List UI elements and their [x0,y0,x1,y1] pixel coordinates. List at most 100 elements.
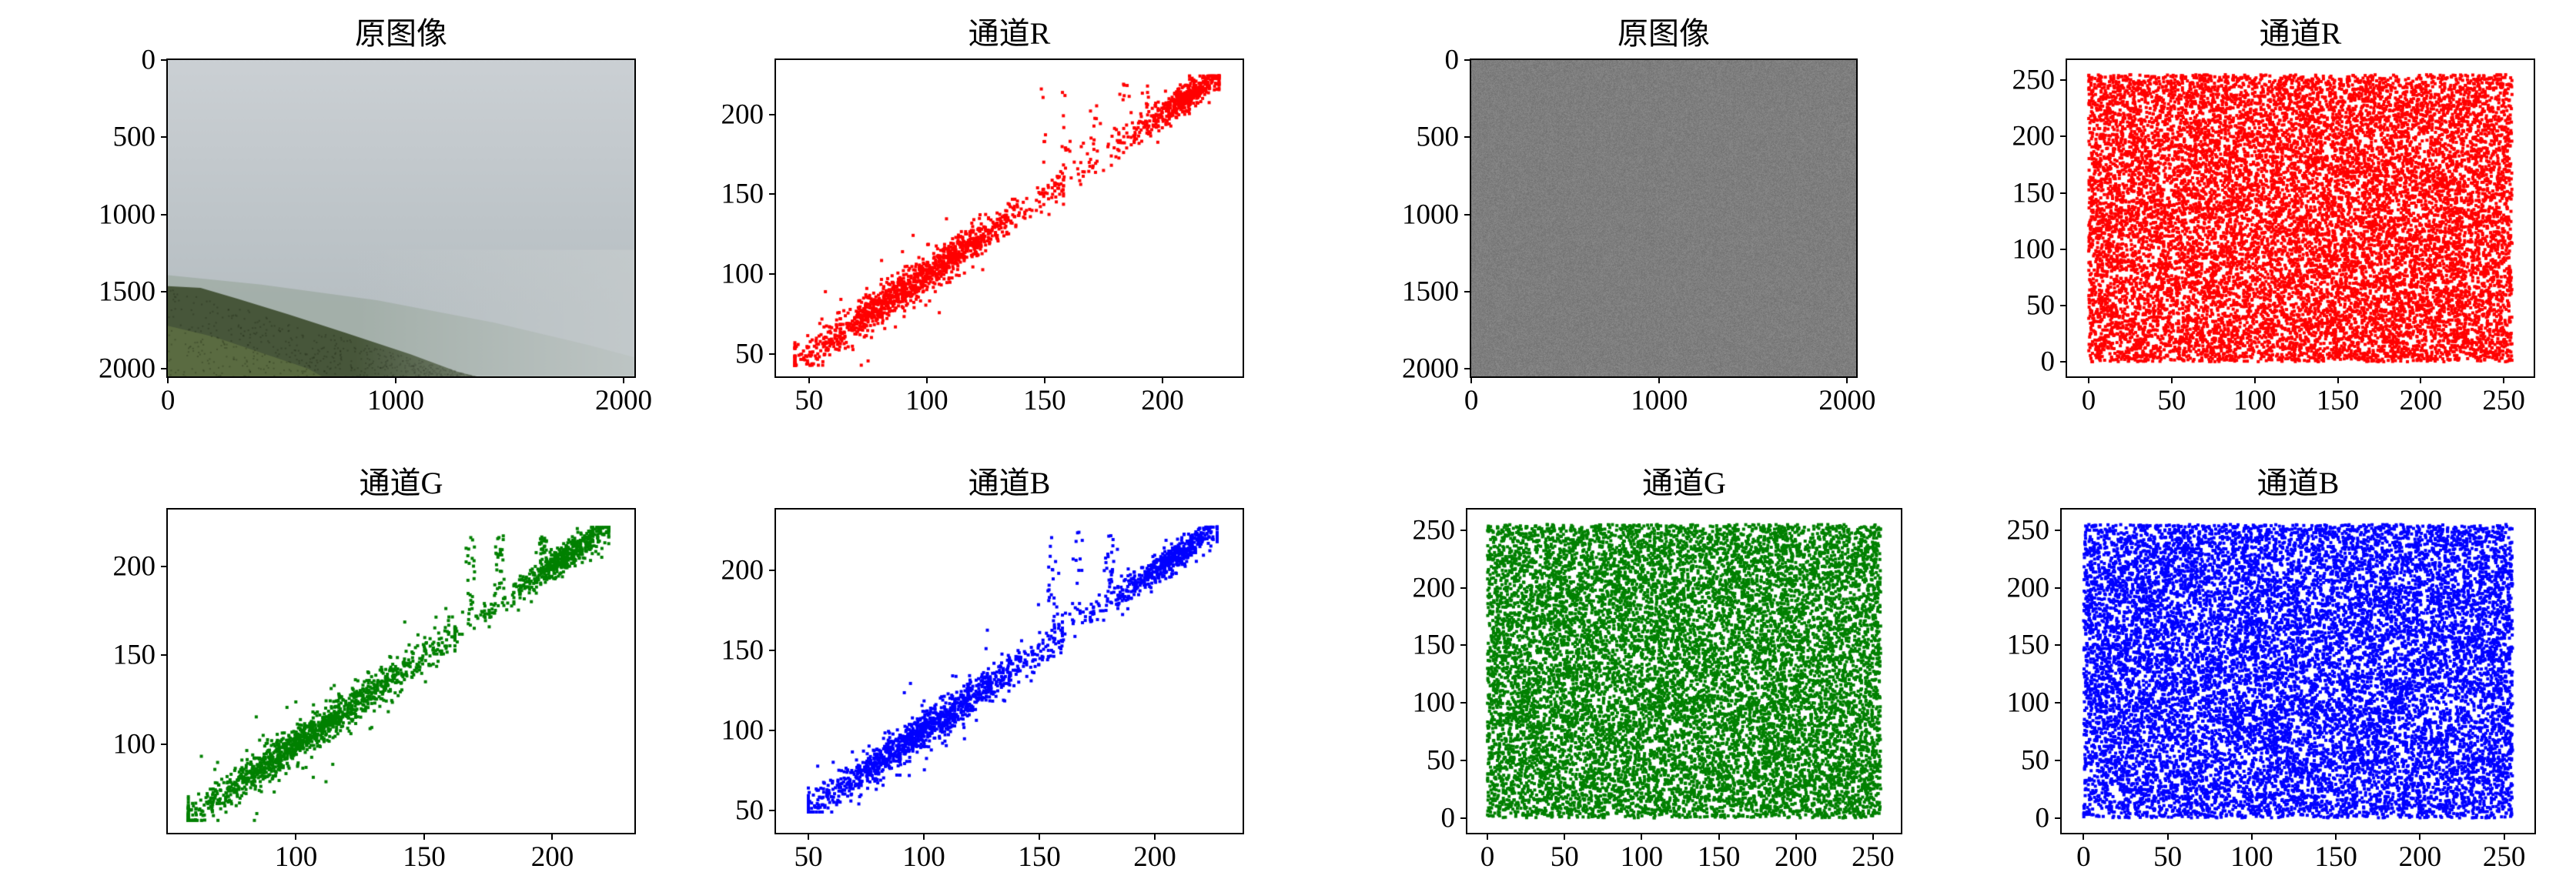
x-tick-mark [1658,376,1661,383]
x-tick-mark [1154,833,1156,840]
y-tick-label: 50 [735,794,764,827]
y-tick-label: 2000 [1402,353,1459,385]
y-tick-label: 100 [2006,687,2050,719]
x-tick-mark [2419,833,2421,840]
x-tick-mark [2170,376,2173,383]
noise-image-canvas [1471,60,1856,376]
y-tick-label: 150 [2006,629,2050,661]
y-tick-mark [1460,702,1467,704]
y-tick-label: 150 [2012,177,2056,209]
x-tick-label: 2000 [594,385,652,416]
x-tick-label: 150 [1018,841,1061,873]
y-tick-mark [1460,817,1467,819]
y-tick-label: 150 [721,634,764,667]
x-tick-label: 100 [905,385,948,416]
x-tick-mark [1564,833,1566,840]
x-tick-label: 200 [1775,841,1818,873]
y-tick-mark [1464,291,1471,293]
x-tick-mark [2337,376,2339,383]
x-tick-label: 0 [2076,841,2091,873]
y-tick-label: 0 [1440,802,1456,834]
plot-title: 通道R [968,16,1051,51]
x-tick-label: 0 [2081,385,2096,416]
y-tick-label: 250 [2006,514,2050,546]
y-tick-mark [769,729,776,731]
y-tick-label: 0 [2035,802,2050,834]
y-tick-mark [769,649,776,651]
y-tick-label: 50 [2021,744,2049,777]
x-tick-label: 0 [160,385,176,416]
x-tick-label: 100 [1620,841,1664,873]
y-tick-mark [769,809,776,811]
y-tick-label: 2000 [99,353,156,385]
subplot-plain-channel-r: 通道R 50 100 150 200 50 100 150 200 [721,17,1244,415]
subplot-plain-original-image: 原图像 0 1000 2000 0 500 1000 1500 2000 [99,17,652,416]
x-tick-mark [1718,833,1720,840]
x-tick-label: 150 [403,841,446,873]
x-tick-mark [1487,833,1489,840]
y-tick-label: 150 [112,639,156,671]
x-tick-label: 250 [1852,841,1895,873]
subplot-encrypted-channel-r: 通道R 0 50 100 150 200 250 0 50 100 150 200 250 [2012,17,2535,415]
x-tick-label: 150 [1023,385,1066,416]
y-tick-mark [1460,644,1467,647]
x-tick-label: 150 [1697,841,1741,873]
y-tick-mark [161,565,168,567]
x-tick-mark [167,376,169,383]
plot-title: 通道B [2257,466,2340,500]
x-tick-mark [1043,376,1045,383]
x-tick-mark [551,833,554,840]
y-tick-label: 100 [721,258,764,290]
y-tick-label: 200 [721,99,764,131]
y-tick-mark [2055,759,2062,761]
y-tick-label: 100 [1412,687,1456,719]
y-tick-mark [1460,759,1467,761]
y-tick-label: 50 [735,338,764,370]
x-tick-mark [925,376,928,383]
y-tick-mark [2055,817,2062,819]
x-tick-label: 250 [2482,385,2525,416]
y-tick-label: 0 [141,44,156,76]
y-tick-label: 0 [1444,44,1460,76]
x-tick-mark [295,833,297,840]
y-tick-mark [2055,702,2062,704]
y-tick-mark [2060,304,2067,306]
plot-title: 通道G [1642,466,1726,500]
y-tick-mark [161,291,168,293]
scatter-canvas-plain-r [776,60,1243,376]
scatter-canvas-encrypted-r [2067,60,2534,376]
y-tick-label: 200 [721,554,764,587]
x-tick-mark [2420,376,2422,383]
landscape-photo-canvas [168,60,634,376]
y-tick-label: 500 [1416,121,1460,153]
x-tick-label: 150 [2314,841,2357,873]
scatter-canvas-encrypted-b [2062,510,2534,833]
y-tick-mark [769,193,776,196]
x-tick-label: 1000 [1631,385,1688,416]
x-tick-label: 200 [1133,841,1176,873]
y-tick-mark [1460,529,1467,531]
y-tick-mark [769,570,776,571]
x-tick-mark [622,376,624,383]
y-tick-mark [161,136,168,139]
x-tick-label: 200 [2399,385,2443,416]
y-tick-mark [161,743,168,745]
x-tick-mark [2083,833,2085,840]
x-tick-mark [2335,833,2337,840]
y-tick-label: 200 [1412,572,1456,604]
x-tick-mark [808,833,809,840]
y-tick-label: 1000 [99,199,156,231]
x-tick-label: 50 [1550,841,1579,873]
x-tick-label: 50 [2157,385,2186,416]
y-tick-mark [2060,192,2067,194]
y-tick-mark [161,654,168,657]
y-tick-label: 50 [2026,289,2055,322]
y-tick-mark [769,113,776,115]
x-tick-label: 250 [2482,841,2526,873]
x-tick-mark [2253,376,2256,383]
x-tick-label: 100 [2230,841,2273,873]
y-tick-label: 150 [721,178,764,210]
y-tick-mark [161,59,168,62]
y-tick-mark [1460,587,1467,589]
